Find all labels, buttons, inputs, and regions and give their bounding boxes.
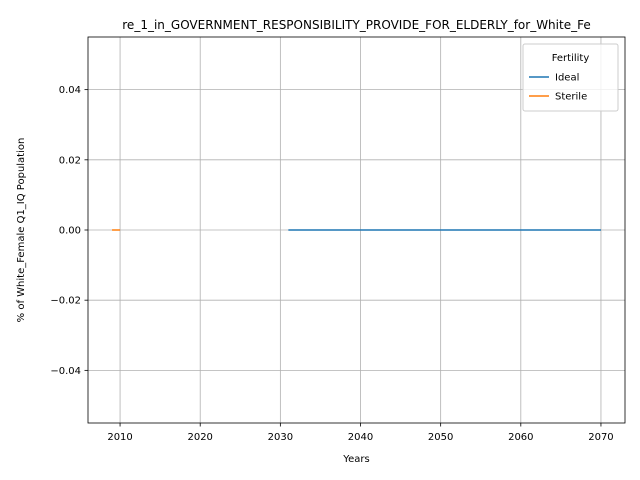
x-tick-label: 2050	[428, 432, 453, 443]
x-tick-label: 2010	[107, 432, 132, 443]
x-axis-label: Years	[342, 454, 369, 465]
y-tick-label: 0.02	[59, 155, 81, 166]
x-tick-label: 2030	[268, 432, 293, 443]
legend: Fertility Ideal Sterile	[522, 43, 619, 112]
legend-entries: Ideal Sterile	[529, 73, 587, 103]
legend-box	[522, 43, 619, 112]
legend-label-sterile: Sterile	[555, 92, 587, 103]
legend-title: Fertility	[552, 53, 590, 64]
x-tick-label: 2020	[187, 432, 212, 443]
axis-ticks: 2010 2020 2030 2040 2050 2060 2070 −0.04 −0.02 0.…	[50, 85, 613, 443]
x-tick-label: 2070	[588, 432, 613, 443]
x-tick-label: 2060	[508, 432, 533, 443]
y-tick-label: 0.04	[59, 85, 81, 96]
y-axis-label: % of White_Female Q1_IQ Population	[16, 138, 27, 323]
chart-title: re_1_in_GOVERNMENT_RESPONSIBILITY_PROVID…	[122, 18, 590, 32]
y-tick-label: −0.02	[50, 296, 81, 307]
y-tick-label: 0.00	[59, 226, 81, 237]
legend-label-ideal: Ideal	[555, 73, 579, 84]
y-tick-label: −0.04	[50, 366, 81, 377]
x-tick-label: 2040	[348, 432, 373, 443]
